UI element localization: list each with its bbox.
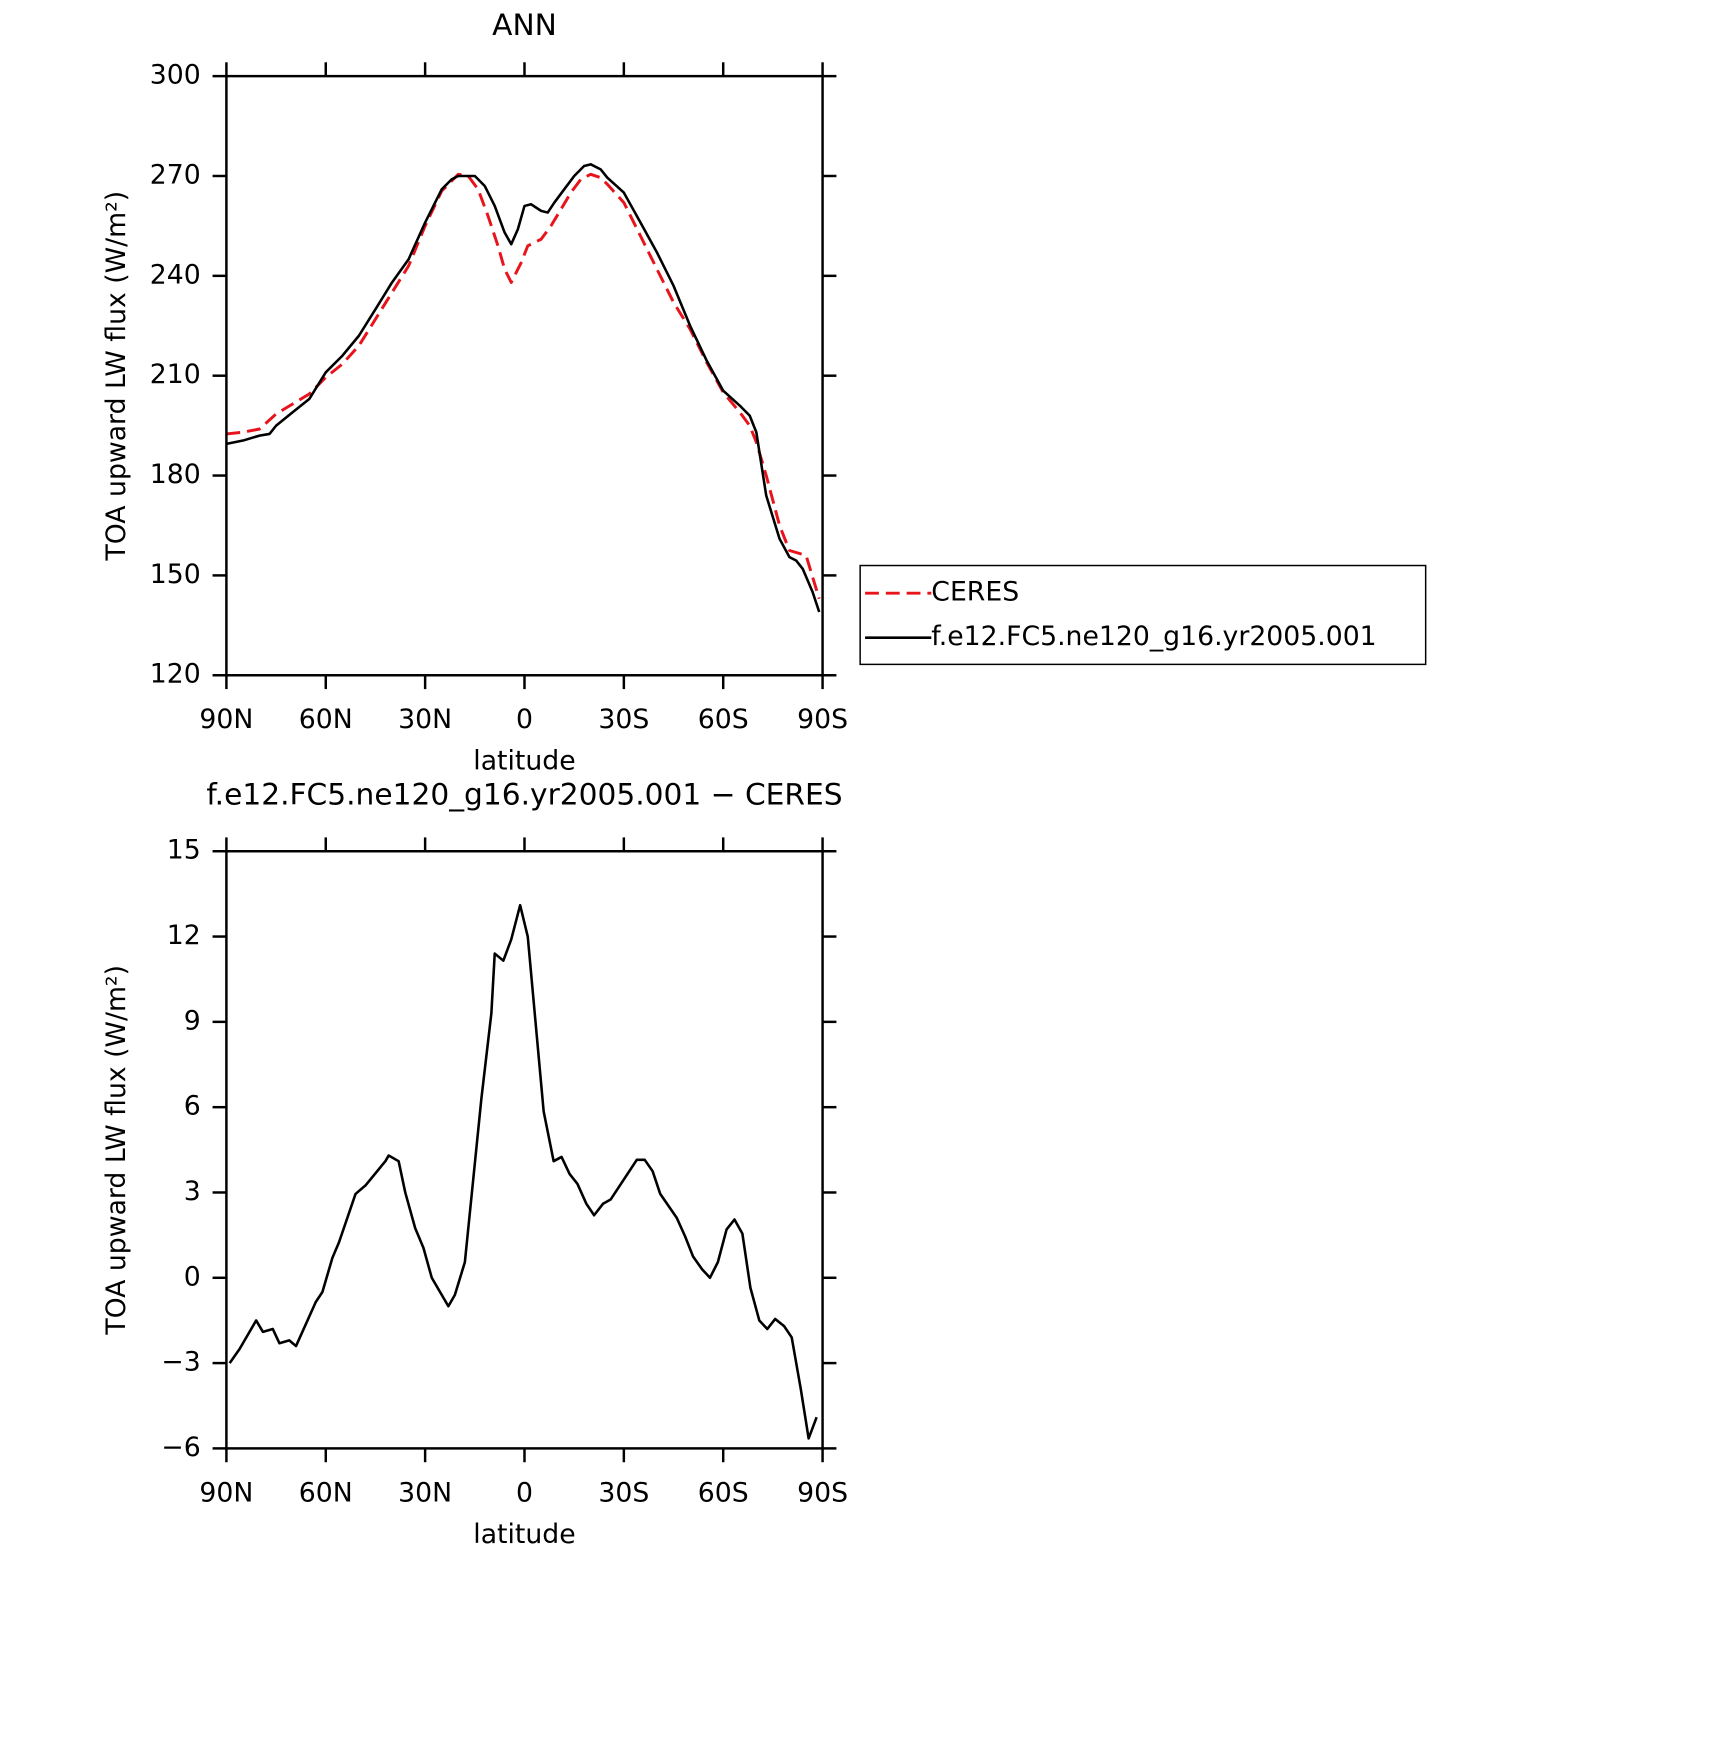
x-tick-label: 0 (516, 704, 533, 735)
plot-frame (225, 850, 824, 1450)
y-tick-label: 15 (167, 835, 201, 866)
chart-title: f.e12.FC5.ne120_g16.yr2005.001 − CERES (206, 776, 842, 811)
x-tick-label: 90S (797, 704, 848, 735)
x-tick-label: 0 (516, 1477, 533, 1508)
y-tick-label: 6 (184, 1091, 201, 1122)
y-tick-label: 12 (167, 920, 201, 951)
x-axis-label: latitude (473, 1519, 575, 1550)
y-tick-label: 0 (184, 1261, 201, 1292)
x-tick-label: 90N (199, 1477, 253, 1508)
legend-box (859, 564, 1427, 666)
y-tick-label: 240 (150, 259, 201, 290)
y-tick-label: 3 (184, 1176, 201, 1207)
y-tick-label: 180 (150, 459, 201, 490)
x-tick-label: 60N (299, 1477, 353, 1508)
x-tick-label: 30S (598, 704, 649, 735)
legend-label: CERES (931, 577, 1019, 608)
x-tick-label: 30N (398, 704, 452, 735)
legend-label: f.e12.FC5.ne120_g16.yr2005.001 (931, 621, 1376, 652)
y-tick-label: −6 (161, 1432, 200, 1463)
y-tick-label: 270 (150, 159, 201, 190)
line (226, 172, 821, 600)
x-axis-label: latitude (473, 746, 575, 777)
y-tick-label: 300 (150, 60, 201, 91)
line (226, 163, 821, 613)
x-tick-label: 90N (199, 704, 253, 735)
chart-title: ANN (492, 7, 557, 42)
x-tick-label: 60N (299, 704, 353, 735)
y-tick-label: 150 (150, 559, 201, 590)
y-tick-label: 9 (184, 1005, 201, 1036)
x-tick-label: 90S (797, 1477, 848, 1508)
y-axis-label: TOA upward LW flux (W/m²) (101, 965, 132, 1336)
x-tick-label: 60S (698, 704, 749, 735)
line (228, 903, 818, 1440)
x-tick-label: 60S (698, 1477, 749, 1508)
x-tick-label: 30S (598, 1477, 649, 1508)
y-tick-label: −3 (161, 1347, 200, 1378)
y-tick-label: 120 (150, 659, 201, 690)
y-axis-label: TOA upward LW flux (W/m²) (101, 191, 132, 562)
y-tick-label: 210 (150, 359, 201, 390)
x-tick-label: 30N (398, 1477, 452, 1508)
plot-frame (225, 74, 824, 677)
